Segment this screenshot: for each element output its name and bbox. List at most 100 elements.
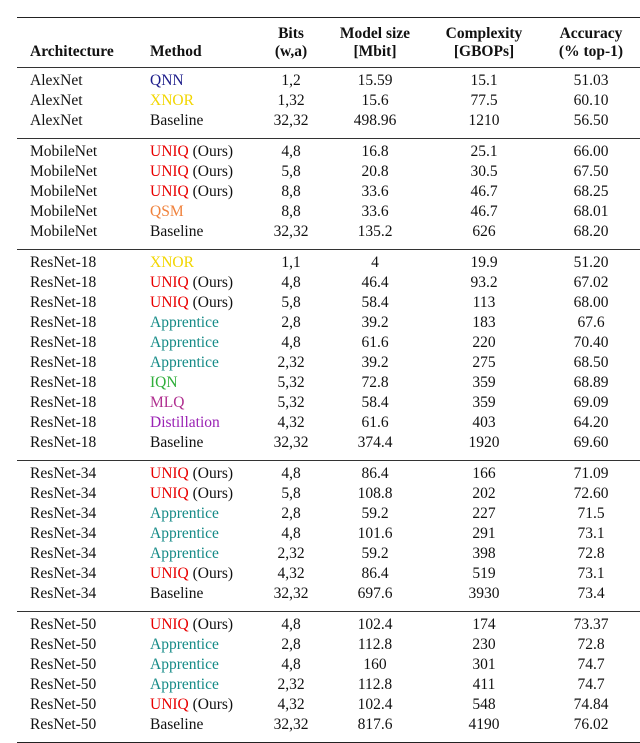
accuracy-cell: 64.20: [573, 414, 609, 431]
table-row: ResNet-18 MLQ 5,32 58.4 359 69.09: [17, 393, 640, 413]
model-size-cell: 39.2: [361, 314, 389, 331]
accuracy-cell: 68.50: [573, 354, 609, 371]
table-row: AlexNet XNOR 1,32 15.6 77.5 60.10: [17, 91, 640, 111]
method-name: UNIQ: [150, 294, 189, 311]
complexity-cell: 1210: [468, 112, 500, 129]
ours-suffix: (Ours): [188, 163, 234, 180]
complexity-cell: 359: [472, 374, 496, 391]
complexity-cell: 411: [472, 676, 496, 693]
method-cell: UNIQ (Ours): [150, 273, 233, 293]
accuracy-cell: 71.09: [573, 465, 609, 482]
method-cell: QNN: [150, 71, 184, 91]
bits-cell: 5,8: [281, 485, 301, 502]
bits-cell: 4,32: [277, 696, 305, 713]
architecture-cell: ResNet-18: [30, 274, 97, 291]
complexity-cell: 275: [472, 354, 496, 371]
complexity-cell: 301: [472, 656, 496, 673]
bits-cell: 5,32: [277, 374, 305, 391]
table-row: ResNet-34 Baseline 32,32 697.6 3930 73.4: [17, 584, 640, 604]
model-size-cell: 86.4: [361, 565, 389, 582]
table-row: ResNet-34 Apprentice 2,32 59.2 398 72.8: [17, 544, 640, 564]
architecture-cell: ResNet-18: [30, 394, 97, 411]
complexity-cell: 46.7: [470, 203, 498, 220]
complexity-cell: 202: [472, 485, 496, 502]
method-name: UNIQ: [150, 274, 189, 291]
method-cell: Apprentice: [150, 655, 219, 675]
architecture-cell: MobileNet: [30, 203, 98, 220]
ours-suffix: (Ours): [188, 183, 234, 200]
bits-cell: 32,32: [273, 223, 309, 240]
model-size-cell: 102.4: [357, 696, 393, 713]
method-name: Apprentice: [150, 334, 219, 351]
table-group: ResNet-50 UNIQ (Ours) 4,8 102.4 174 73.37 ResN…: [17, 612, 640, 743]
table-row: ResNet-18 Apprentice 4,8 61.6 220 70.40: [17, 333, 640, 353]
model-size-cell: 16.8: [361, 143, 389, 160]
method-cell: IQN: [150, 373, 178, 393]
method-cell: Apprentice: [150, 524, 219, 544]
accuracy-cell: 68.89: [573, 374, 609, 391]
method-name: Apprentice: [150, 545, 219, 562]
method-name: UNIQ: [150, 143, 189, 160]
architecture-cell: ResNet-34: [30, 545, 97, 562]
ours-suffix: (Ours): [188, 274, 234, 291]
header-accuracy: Accuracy (% top-1): [546, 25, 636, 61]
method-name: UNIQ: [150, 183, 189, 200]
method-name: Baseline: [150, 585, 204, 602]
complexity-cell: 291: [472, 525, 496, 542]
method-cell: UNIQ (Ours): [150, 142, 233, 162]
complexity-cell: 25.1: [470, 143, 498, 160]
method-cell: Baseline: [150, 715, 203, 735]
ours-suffix: (Ours): [188, 696, 234, 713]
method-cell: UNIQ (Ours): [150, 182, 233, 202]
bits-cell: 2,8: [281, 314, 301, 331]
table-header: Architecture Method Bits (w,a) Model size…: [17, 17, 640, 68]
architecture-cell: AlexNet: [30, 112, 83, 129]
model-size-cell: 102.4: [357, 616, 393, 633]
accuracy-cell: 68.25: [573, 183, 609, 200]
complexity-cell: 230: [472, 636, 496, 653]
bits-cell: 4,8: [281, 616, 301, 633]
complexity-cell: 398: [472, 545, 496, 562]
architecture-cell: ResNet-50: [30, 616, 97, 633]
header-bits-line2: (w,a): [274, 43, 308, 60]
method-name: UNIQ: [150, 485, 189, 502]
table-row: AlexNet Baseline 32,32 498.96 1210 56.50: [17, 111, 640, 131]
table-row: ResNet-34 UNIQ (Ours) 5,8 108.8 202 72.60: [17, 484, 640, 504]
bits-cell: 32,32: [273, 585, 309, 602]
model-size-cell: 58.4: [361, 294, 389, 311]
complexity-cell: 93.2: [470, 274, 498, 291]
table-row: ResNet-18 UNIQ (Ours) 4,8 46.4 93.2 67.02: [17, 273, 640, 293]
architecture-cell: MobileNet: [30, 183, 98, 200]
architecture-cell: ResNet-34: [30, 565, 97, 582]
complexity-cell: 46.7: [470, 183, 498, 200]
method-cell: Distillation: [150, 413, 220, 433]
bits-cell: 4,8: [281, 656, 301, 673]
architecture-cell: ResNet-18: [30, 354, 97, 371]
model-size-cell: 72.8: [361, 374, 389, 391]
complexity-cell: 4190: [468, 716, 500, 733]
method-name: Apprentice: [150, 354, 219, 371]
table-row: ResNet-34 UNIQ (Ours) 4,8 86.4 166 71.09: [17, 464, 640, 484]
model-size-cell: 46.4: [361, 274, 389, 291]
table-row: ResNet-50 Baseline 32,32 817.6 4190 76.02: [17, 715, 640, 735]
architecture-cell: AlexNet: [30, 92, 83, 109]
table-row: ResNet-50 Apprentice 2,8 112.8 230 72.8: [17, 635, 640, 655]
accuracy-cell: 68.20: [573, 223, 609, 240]
model-size-cell: 108.8: [357, 485, 393, 502]
bits-cell: 2,8: [281, 636, 301, 653]
bits-cell: 2,8: [281, 505, 301, 522]
complexity-cell: 30.5: [470, 163, 498, 180]
table-row: AlexNet QNN 1,2 15.59 15.1 51.03: [17, 71, 640, 91]
complexity-cell: 626: [472, 223, 496, 240]
ours-suffix: (Ours): [188, 616, 234, 633]
bits-cell: 32,32: [273, 112, 309, 129]
complexity-cell: 113: [472, 294, 496, 311]
accuracy-cell: 68.01: [573, 203, 609, 220]
method-cell: Apprentice: [150, 635, 219, 655]
table-row: ResNet-18 XNOR 1,1 4 19.9 51.20: [17, 253, 640, 273]
method-name: Apprentice: [150, 314, 219, 331]
accuracy-cell: 66.00: [573, 143, 609, 160]
method-cell: QSM: [150, 202, 184, 222]
accuracy-cell: 67.02: [573, 274, 609, 291]
method-cell: Apprentice: [150, 504, 219, 524]
